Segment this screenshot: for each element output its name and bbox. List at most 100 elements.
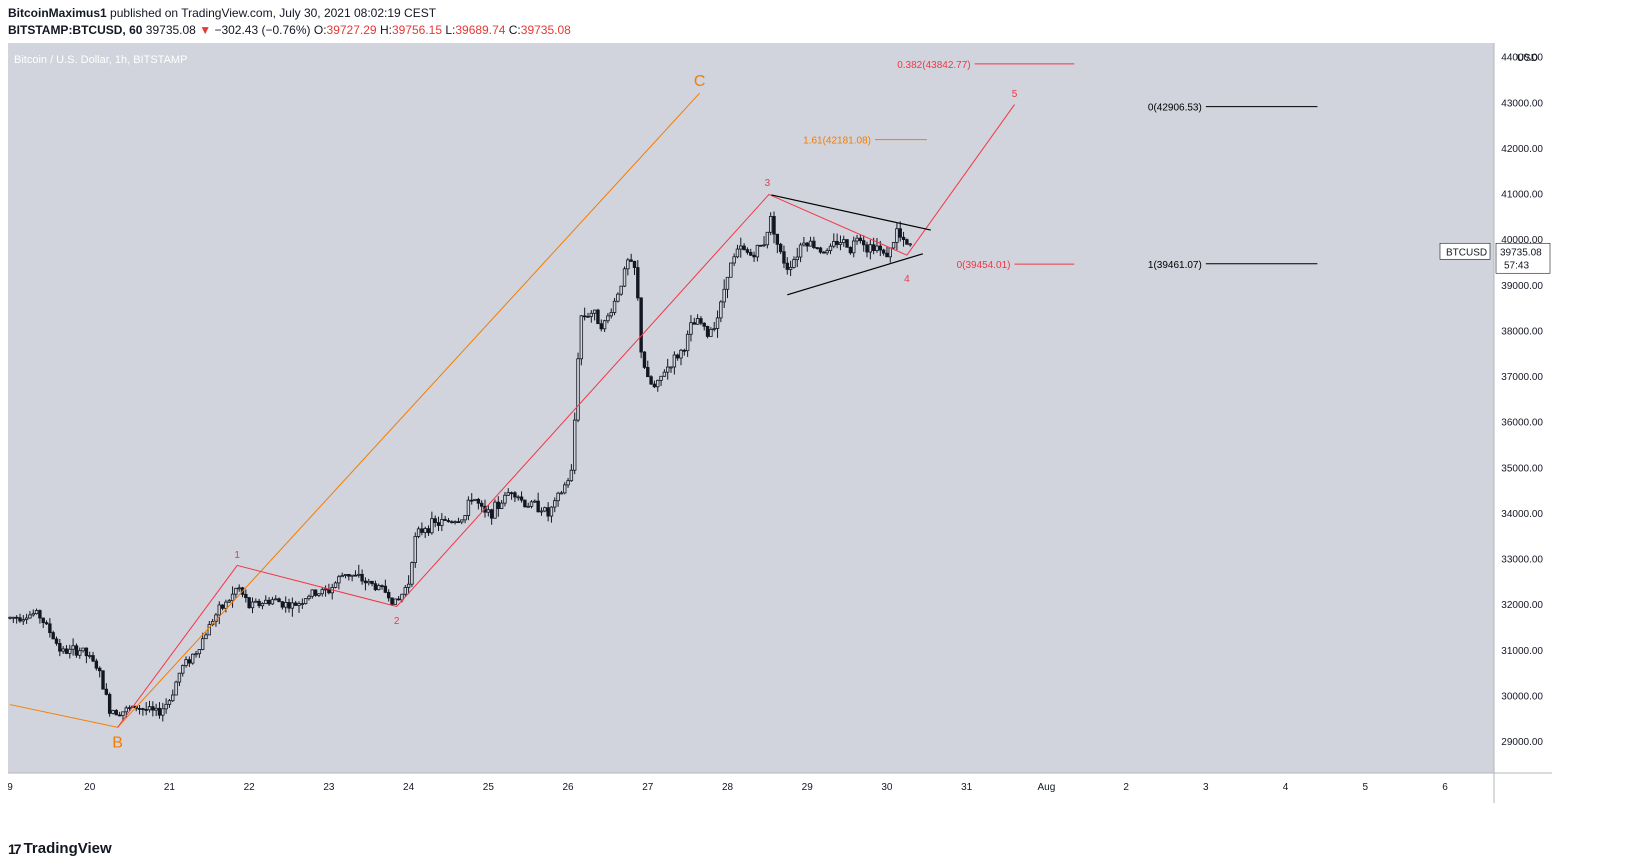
candle-body xyxy=(818,247,823,253)
candle-body xyxy=(164,703,168,710)
candle-body xyxy=(446,520,451,523)
candle-body xyxy=(353,574,358,577)
candle-body xyxy=(403,587,407,595)
x-tick-label: 24 xyxy=(403,782,415,793)
candle-body xyxy=(74,645,79,656)
candle-body xyxy=(875,245,879,251)
candle-body xyxy=(539,510,544,513)
candle-body xyxy=(861,240,866,246)
candle-body xyxy=(506,492,510,496)
last-price-box xyxy=(1495,242,1551,274)
wave-label: 3 xyxy=(765,178,771,189)
symbol-header: BITSTAMP:BTCUSD, 60 39735.08 ▼ −302.43 (… xyxy=(8,23,571,37)
candle-body xyxy=(44,622,49,625)
candle-body xyxy=(317,593,321,596)
candle-body xyxy=(31,613,35,616)
x-tick-label: 22 xyxy=(244,782,256,793)
candle-body xyxy=(656,379,660,388)
time-axis[interactable] xyxy=(8,773,1552,833)
candle-body xyxy=(154,707,158,711)
candle-body xyxy=(788,267,793,270)
candle-body xyxy=(370,580,374,585)
candle-body xyxy=(190,653,195,664)
candle-body xyxy=(596,309,600,325)
candle-body xyxy=(104,688,109,695)
candle-body xyxy=(825,250,829,254)
candle-body xyxy=(636,267,640,299)
candle-body xyxy=(685,333,690,352)
candle-body xyxy=(712,328,716,330)
down-arrow-icon: ▼ xyxy=(199,23,212,37)
candle-body xyxy=(885,252,889,258)
candle-body xyxy=(174,681,178,696)
price-chart[interactable]: Bitcoin / U.S. Dollar, 1h, BITSTAMP USD … xyxy=(7,43,1552,833)
candle-body xyxy=(832,241,836,247)
candle-body xyxy=(443,519,447,521)
low-value: 39689.74 xyxy=(455,23,506,37)
x-tick-label: 2 xyxy=(1123,782,1129,793)
candle-body xyxy=(639,297,643,353)
candle-body xyxy=(383,585,388,593)
candle-body xyxy=(78,650,82,656)
candle-body xyxy=(34,610,39,615)
candle-body xyxy=(602,320,607,330)
candle-body xyxy=(599,323,603,330)
candle-body xyxy=(220,604,225,609)
y-tick-label: 33000.00 xyxy=(1501,555,1543,566)
candle-body xyxy=(675,354,680,359)
level-label: 0.382(43842.77) xyxy=(897,60,970,71)
y-tick-label: 42000.00 xyxy=(1501,144,1543,155)
candle-body xyxy=(280,601,285,608)
tradingview-logo-icon: 17 xyxy=(8,840,22,857)
x-tick-label: 3 xyxy=(1203,782,1209,793)
last-price-label: 39735.08 xyxy=(1500,247,1542,258)
candle-body xyxy=(81,647,85,652)
candle-body xyxy=(755,244,760,258)
price-change: −302.43 (−0.76%) xyxy=(214,23,311,37)
candles xyxy=(8,211,912,722)
candle-body xyxy=(147,706,152,711)
candle-body xyxy=(592,309,597,314)
tradingview-logo[interactable]: 17 TradingView xyxy=(8,840,112,857)
candle-body xyxy=(97,667,102,672)
candle-body xyxy=(659,375,663,381)
candle-body xyxy=(582,315,587,318)
candle-body xyxy=(702,322,706,327)
candle-body xyxy=(609,312,613,317)
candle-body xyxy=(303,598,308,604)
candle-body xyxy=(895,228,899,243)
author-name[interactable]: BitcoinMaximus1 xyxy=(8,6,107,20)
candle-body xyxy=(284,602,288,608)
candle-body xyxy=(61,648,65,652)
candle-body xyxy=(619,285,623,295)
high-value: 39756.15 xyxy=(391,23,442,37)
candle-body xyxy=(898,228,902,238)
candle-body xyxy=(672,354,677,368)
y-tick-label: 30000.00 xyxy=(1501,691,1543,702)
chart-background xyxy=(8,43,1494,773)
candle-body xyxy=(124,707,128,713)
candle-body xyxy=(84,647,89,657)
candle-body xyxy=(536,500,540,513)
candle-body xyxy=(785,262,789,270)
candle-body xyxy=(297,603,301,606)
candle-body xyxy=(808,240,813,247)
price-axis[interactable] xyxy=(1494,43,1552,773)
candle-body xyxy=(765,231,770,246)
candle-body xyxy=(792,259,796,268)
candle-body xyxy=(18,617,22,622)
candle-body xyxy=(450,521,454,524)
chart-panel[interactable]: Bitcoin / U.S. Dollar, 1h, BITSTAMP USD … xyxy=(7,43,1552,833)
candle-body xyxy=(845,239,849,248)
candle-body xyxy=(363,580,368,584)
x-tick-label: Aug xyxy=(1037,782,1055,793)
candle-body xyxy=(666,366,670,373)
candle-body xyxy=(622,268,627,287)
countdown-label: 57:43 xyxy=(1504,260,1529,271)
x-tick-labels: 9 20 21 22 23 24 25 26 27 28 29 30 31 Aug 2 3 4 5 6 xyxy=(7,782,1448,793)
y-tick-label: 34000.00 xyxy=(1501,509,1543,520)
candle-body xyxy=(652,383,657,388)
x-tick-label: 29 xyxy=(802,782,814,793)
candle-body xyxy=(357,573,361,576)
candle-body xyxy=(695,318,700,325)
